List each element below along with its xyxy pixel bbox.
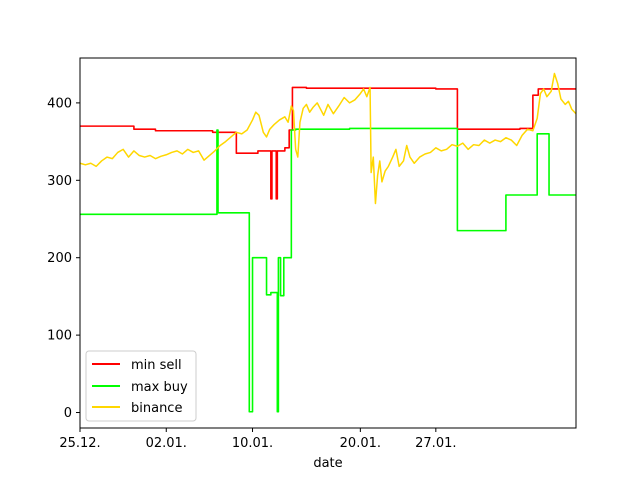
x-tick-label: 02.01.	[146, 436, 187, 451]
legend-label-binance: binance	[131, 401, 182, 416]
series-line-binance	[79, 72, 577, 205]
x-axis-label: date	[313, 456, 342, 471]
y-tick-label: 200	[47, 251, 72, 266]
x-axis: 25.12. 02.01. 10.01. 20.01. 27.01.	[59, 428, 457, 451]
x-tick-label: 20.01.	[340, 436, 381, 451]
y-tick-label: 400	[47, 96, 72, 111]
series-line-min-sell	[80, 86, 576, 200]
x-tick-label: 27.01.	[415, 436, 456, 451]
y-tick-label: 100	[47, 329, 72, 344]
series-layer	[79, 72, 577, 413]
series-line-max-buy	[80, 127, 576, 413]
legend: min sell max buy binance	[85, 350, 197, 422]
x-tick-label: 10.01.	[232, 436, 273, 451]
y-axis: 0 100 200 300 400	[47, 96, 80, 421]
y-tick-label: 0	[64, 406, 72, 421]
legend-box	[85, 350, 197, 422]
legend-label-min-sell: min sell	[131, 358, 182, 373]
x-tick-label: 25.12.	[59, 436, 100, 451]
plot-frame	[79, 57, 577, 429]
y-tick-label: 300	[47, 174, 72, 189]
legend-label-max-buy: max buy	[131, 380, 188, 395]
